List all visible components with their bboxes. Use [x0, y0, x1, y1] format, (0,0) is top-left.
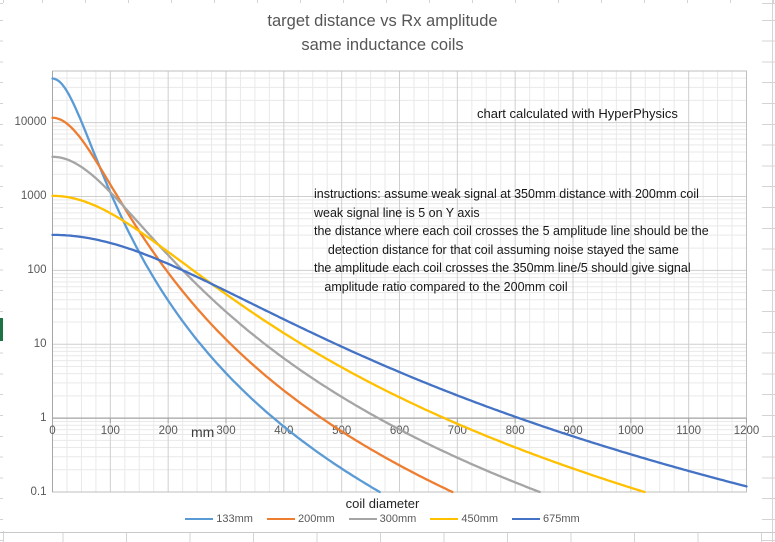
- x-axis-tick-label: 800: [505, 425, 525, 438]
- x-axis-tick-label: 1000: [618, 425, 644, 438]
- instruction-line: the amplitude each coil crosses the 350m…: [314, 261, 691, 275]
- instruction-line: detection distance for that coil assumin…: [314, 242, 679, 257]
- x-axis-tick-label: 1100: [676, 425, 702, 438]
- annotation-credit: chart calculated with HyperPhysics: [477, 106, 678, 121]
- y-axis-tick-label: 0.1: [30, 485, 47, 498]
- legend-line-swatch: [348, 517, 377, 521]
- chart-title-line2: same inductance coils: [301, 36, 464, 54]
- y-axis-tick-label: 10000: [14, 116, 47, 129]
- cell-selection-marker: [0, 318, 5, 341]
- spreadsheet-column-border: [772, 0, 773, 542]
- legend-item-675mm[interactable]: 675mm: [512, 512, 580, 526]
- instruction-line: amplitude ratio compared to the 200mm co…: [314, 279, 568, 294]
- legend-line-swatch: [430, 517, 459, 521]
- legend-item-300mm[interactable]: 300mm: [348, 512, 417, 526]
- spreadsheet-grid-bottom: [0, 532, 775, 542]
- x-axis-title: mm: [191, 424, 215, 440]
- x-axis-tick-label: 400: [274, 425, 294, 438]
- legend-line-swatch: [185, 517, 214, 521]
- y-axis-tick-label: 1000: [20, 190, 47, 202]
- legend-line-swatch: [266, 517, 295, 521]
- x-axis-tick-label: 600: [389, 425, 410, 438]
- legend-item-133mm[interactable]: 133mm: [185, 512, 253, 526]
- legend-label: 675mm: [543, 513, 580, 525]
- chart-object[interactable]: target distance vs Rx amplitude same ind…: [3, 3, 762, 531]
- x-axis-tick-label: 1200: [733, 425, 760, 438]
- chart-title: target distance vs Rx amplitude same ind…: [3, 9, 762, 57]
- legend-line-swatch: [512, 517, 541, 521]
- instruction-line: weak signal line is 5 on Y axis: [314, 205, 480, 220]
- spreadsheet-grid-right: [762, 0, 775, 542]
- legend-label: 200mm: [297, 513, 335, 525]
- legend: 133mm 200mm 300mm 450mm 675mm: [3, 512, 762, 526]
- legend-item-200mm[interactable]: 200mm: [266, 512, 335, 526]
- y-axis-tick-label: 100: [27, 263, 47, 276]
- x-axis-tick-label: 100: [100, 425, 120, 438]
- legend-label: 133mm: [216, 513, 253, 525]
- y-axis-tick-label: 1: [40, 411, 47, 424]
- x-axis-tick-label: 0: [49, 425, 56, 438]
- legend-title: coil diameter: [345, 496, 420, 511]
- instruction-line: instructions: assume weak signal at 350m…: [314, 187, 699, 201]
- x-axis-tick-label: 200: [158, 425, 178, 438]
- x-axis-tick-label: 500: [332, 425, 352, 438]
- x-axis-tick-label: 700: [447, 425, 467, 438]
- legend-label: 450mm: [461, 513, 499, 525]
- x-axis-tick-label: 900: [563, 425, 583, 438]
- legend-label: 300mm: [379, 513, 417, 525]
- chart-title-line1: target distance vs Rx amplitude: [267, 12, 498, 30]
- annotation-instructions: instructions: assume weak signal at 350m…: [314, 185, 709, 296]
- instruction-line: the distance where each coil crosses the…: [314, 224, 709, 238]
- y-axis-tick-label: 10: [33, 337, 47, 350]
- legend-item-450mm[interactable]: 450mm: [430, 512, 498, 526]
